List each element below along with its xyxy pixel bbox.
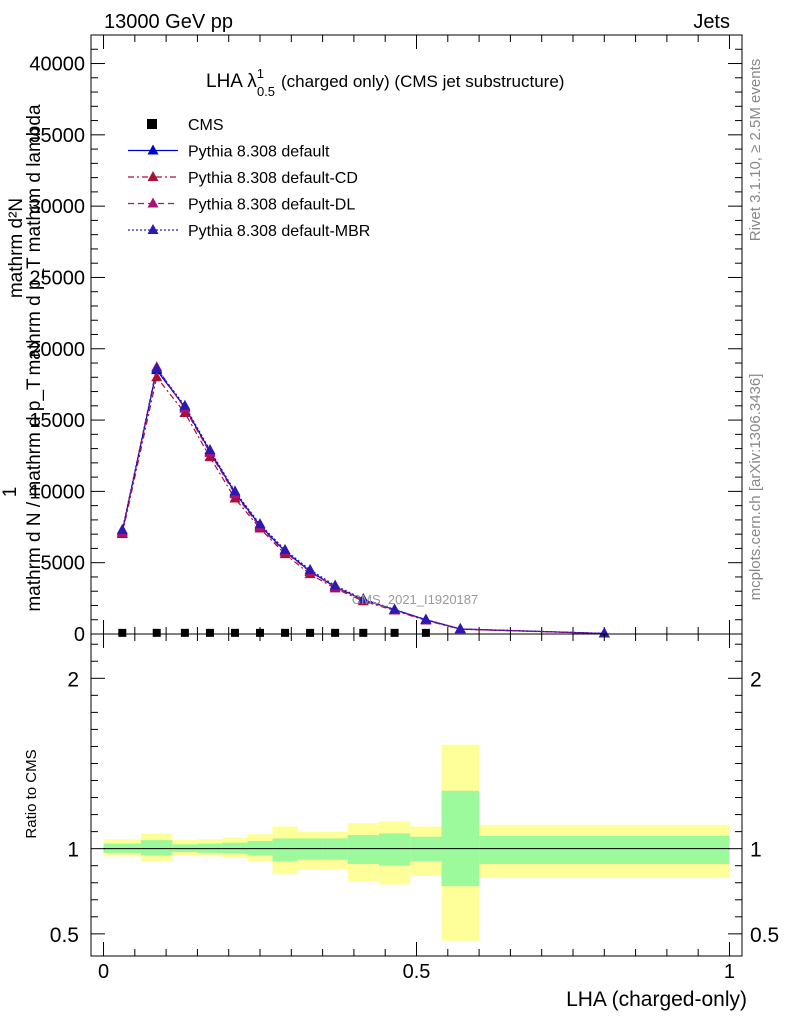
ylabel-bottom: mathrm d N / mathrm d p_T (24, 378, 45, 612)
ratio-band-inner (441, 790, 480, 887)
y-tick-label: 10000 (29, 481, 85, 503)
series-point (420, 613, 432, 624)
series-point (179, 399, 191, 410)
header-right: Jets (693, 11, 730, 33)
series-point (454, 622, 466, 633)
ratio-y-tick-label: 1 (67, 839, 79, 862)
series-point (598, 627, 610, 638)
legend-marker-square (147, 119, 157, 129)
series-point (116, 523, 128, 534)
series-point (329, 579, 341, 590)
cms-point (306, 628, 315, 637)
ratio-frame (90, 633, 743, 957)
ylabel-top-tail: mathrm d p_T mathrm d lambda (24, 104, 45, 375)
y-tick-label: 35000 (29, 125, 85, 147)
ylabel-one: 1 (0, 487, 21, 498)
cms-point (421, 628, 430, 637)
main-panel: 0 5000 10000 15000 20000 25000 30000 35000 40000… (29, 34, 743, 646)
cms-point (118, 628, 127, 637)
series-point (279, 543, 291, 554)
ratio-y-tick-label: 0.5 (50, 924, 79, 947)
chart-title: LHA λ1 0.5 (charged only) (CMS jet substru… (206, 66, 564, 99)
mcplots-text: mcplots.cern.ch [arXiv:1306.3436] (747, 374, 764, 601)
series-point (254, 518, 266, 529)
ratio-band-inner (141, 840, 173, 856)
series-line (121, 375, 605, 635)
header-left: 13000 GeV pp (104, 11, 233, 33)
y-tick-label: 25000 (29, 267, 85, 289)
legend-label: Pythia 8.308 default (188, 144, 330, 161)
series-point (389, 603, 401, 614)
ratio-band-inner (378, 833, 411, 866)
legend-marker (147, 197, 159, 208)
legend-label: Pythia 8.308 default-CD (188, 170, 358, 187)
title-rest: (charged only) (CMS jet substructure) (281, 72, 564, 91)
ratio-ylabel: Ratio to CMS (23, 749, 40, 838)
cms-point (281, 628, 290, 637)
ratio-band-inner (272, 838, 298, 862)
y-tick-label: 30000 (29, 196, 85, 218)
series-point (357, 593, 369, 604)
ratio-panel: 0.5 0.51 12 2 0 0.5 1 (50, 633, 779, 983)
ratio-y-tick-label-right: 1 (750, 839, 762, 862)
rivet-text: Rivet 3.1.10, ≥ 2.5M events (747, 59, 764, 242)
cms-point (152, 628, 161, 637)
series-point (151, 371, 163, 382)
x-tick-label: 1 (724, 961, 735, 983)
ratio-band-inner (479, 835, 730, 864)
cms-point (256, 628, 265, 637)
ratio-bands (103, 744, 730, 941)
legend-label: Pythia 8.308 default-DL (188, 197, 355, 214)
legend-marker (147, 144, 159, 155)
series-line (121, 367, 605, 635)
ratio-ticks: 0.5 0.5 1 1 2 2 (50, 643, 779, 947)
series-point (304, 563, 316, 574)
ylabel-top: mathrm d²N (6, 198, 27, 298)
ratio-y-tick-label-right: 0.5 (750, 924, 779, 947)
y-tick-label: 0 (74, 624, 85, 646)
x-tick-label: 0.5 (403, 961, 431, 983)
main-y-tick-labels: 0 5000 10000 15000 20000 25000 30000 35000 40000 (29, 54, 85, 646)
x-ticks: 0 0.5 1 (98, 634, 735, 983)
legend-label: CMS (188, 117, 224, 134)
y-tick-label: 15000 (29, 410, 85, 432)
series-point (151, 362, 163, 373)
cms-point (230, 628, 239, 637)
y-tick-label: 5000 (41, 553, 86, 575)
legend: CMS Pythia 8.308 default Pythia 8.308 defa… (128, 117, 370, 240)
cms-point (359, 628, 368, 637)
main-markers (116, 361, 610, 638)
title-sub: 0.5 (257, 84, 275, 99)
series-point (229, 485, 241, 496)
cms-point (331, 628, 340, 637)
ratio-y-tick-label: 2 (67, 668, 79, 691)
main-y-label: mathrm d²N mathrm d p_T mathrm d lambda … (0, 104, 45, 612)
ratio-band-inner (347, 835, 379, 864)
cms-point (180, 628, 189, 637)
title-main: LHA λ (206, 71, 257, 92)
ratio-y-tick-label-right: 2 (750, 668, 762, 691)
legend-marker (147, 171, 159, 181)
title-sup: 1 (257, 66, 264, 81)
legend-label: Pythia 8.308 default-MBR (188, 223, 370, 240)
y-tick-label: 40000 (29, 54, 85, 76)
series-point (204, 444, 216, 455)
x-tick-label: 0 (98, 961, 109, 983)
cms-point (205, 628, 214, 637)
legend-marker (147, 224, 159, 234)
y-tick-label: 20000 (29, 339, 85, 361)
cms-point (390, 628, 399, 637)
series-line (121, 365, 605, 635)
watermark: CMS_2021_I1920187 (352, 592, 479, 607)
x-axis-label: LHA (charged-only) (566, 988, 747, 1011)
